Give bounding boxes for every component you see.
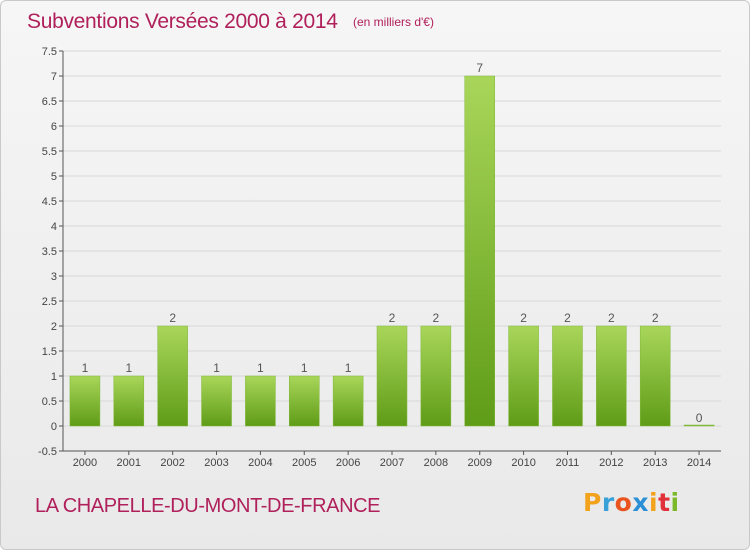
bar [376,325,408,427]
bar [289,375,320,427]
x-tick-label: 2000 [73,457,97,469]
y-axis-ticks: -0.5 0 0.5 1 1.5 2 2.5 3 3.5 4 4.5 5 5.5 6 6.5 7 7.5 [38,46,63,458]
y-tick-label: 5 [51,171,57,183]
x-tick-label: 2004 [248,457,272,469]
bar [683,424,715,427]
y-tick-label: 4.5 [42,196,57,208]
logo-letter: x [632,488,649,517]
logo-letter: r [601,488,615,517]
x-tick-label: 2006 [336,457,360,469]
value-label: 2 [433,311,440,325]
logo-letter: i [670,488,680,517]
x-tick-label: 2013 [643,457,667,469]
bar [420,325,452,427]
bar [332,375,364,427]
y-tick-label: 7.5 [42,46,57,58]
bar [69,375,101,427]
x-tick-label: 2014 [687,457,711,469]
value-label: 2 [520,311,527,325]
value-label: 1 [345,361,352,375]
y-tick-label: 2 [51,321,57,333]
logo-letter: i [649,488,659,517]
value-label: 2 [608,311,615,325]
value-label: 2 [652,311,659,325]
y-tick-label: 3 [51,271,57,283]
y-tick-label: 0.5 [42,396,57,408]
bar [245,375,276,427]
y-tick-label: 6.5 [42,96,57,108]
bar [464,75,495,427]
value-label: 1 [257,361,264,375]
x-tick-label: 2007 [380,457,404,469]
x-tick-label: 2008 [424,457,448,469]
chart-subtitle: (en milliers d'€) [353,15,434,29]
value-label: 0 [696,411,703,425]
value-label: 1 [213,361,220,375]
bar [157,325,188,427]
bar [596,325,627,427]
chart-title: Subventions Versées 2000 à 2014 [27,10,338,33]
value-label: 2 [564,311,571,325]
logo-letter: o [614,488,633,517]
x-tick-label: 2005 [292,457,316,469]
y-tick-label: 6 [51,121,57,133]
x-tick-label: 2010 [511,457,535,469]
value-label: 2 [389,311,396,325]
bar [201,375,232,427]
y-tick-label: 2.5 [42,296,57,308]
value-label: 1 [125,361,132,375]
value-label: 1 [301,361,308,375]
x-tick-label: 2011 [556,457,580,469]
y-tick-label: 1 [51,371,57,383]
x-tick-label: 2002 [160,457,184,469]
value-label: 1 [82,361,89,375]
bar [639,325,671,427]
bar [552,325,583,427]
logo-letter: t [658,488,671,517]
y-tick-label: 3.5 [42,246,57,258]
proxiti-logo[interactable]: Proxiti [583,488,680,517]
y-tick-label: 7 [51,71,57,83]
value-label: 2 [169,311,176,325]
y-tick-label: 5.5 [42,146,57,158]
y-tick-label: 0 [51,421,57,433]
bar [113,375,145,427]
x-axis-ticks: 2000 2001 2002 2003 2004 2005 2006 2007 2008 2009… [73,451,711,469]
logo-letter: P [583,488,602,517]
commune-name: LA CHAPELLE-DU-MONT-DE-FRANCE [35,495,381,517]
bars [69,75,715,427]
value-label: 7 [476,61,483,75]
y-tick-label: -0.5 [38,446,57,458]
x-tick-label: 2012 [599,457,623,469]
value-labels: 1 1 2 1 1 1 1 2 2 7 2 2 2 2 0 [82,61,703,425]
y-tick-label: 1.5 [42,346,57,358]
x-tick-label: 2003 [204,457,228,469]
bar [508,325,539,427]
x-tick-label: 2009 [467,457,491,469]
x-tick-label: 2001 [117,457,141,469]
y-tick-label: 4 [51,221,57,233]
